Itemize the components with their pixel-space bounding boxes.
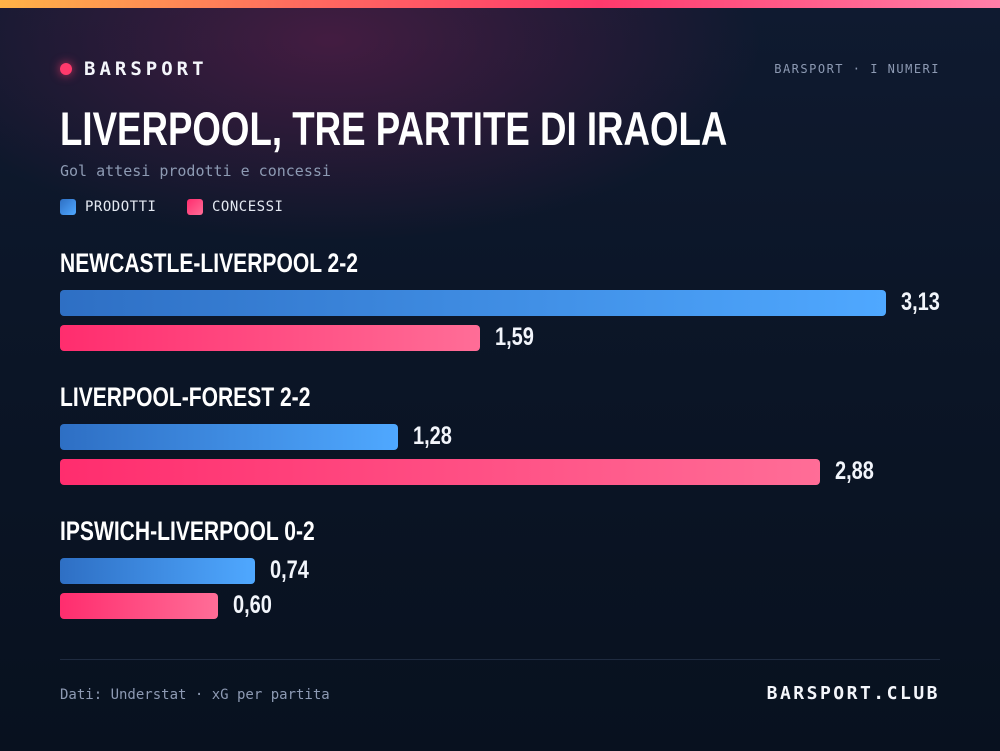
bar-chart: NEWCASTLE-LIVERPOOL 2-2 3,13 1,59 LIVERPOOL… xyxy=(60,240,940,640)
bar-concessi xyxy=(60,325,480,351)
bar-concessi xyxy=(60,593,218,619)
match-group: IPSWICH-LIVERPOOL 0-2 0,74 0,60 xyxy=(60,508,940,628)
bar-value-label-concessi: 2,88 xyxy=(835,457,874,485)
top-accent-strip xyxy=(0,0,1000,8)
bar-prodotti xyxy=(60,290,886,316)
brand-dot-icon xyxy=(60,63,72,75)
bar-value-label-concessi: 1,59 xyxy=(495,323,534,351)
source-note: Dati: Understat · xG per partita xyxy=(60,687,330,703)
match-group: LIVERPOOL-FOREST 2-2 1,28 2,88 xyxy=(60,374,940,494)
chart-title: LIVERPOOL, TRE PARTITE DI IRAOLA xyxy=(60,102,728,155)
header-kicker: BARSPORT · I NUMERI xyxy=(774,62,940,76)
bar-prodotti xyxy=(60,558,255,584)
brand-row: BARSPORT BARSPORT · I NUMERI xyxy=(60,58,940,80)
match-title: LIVERPOOL-FOREST 2-2 xyxy=(60,382,311,412)
bar-value-label-prodotti: 0,74 xyxy=(270,556,309,584)
footer-brand: BARSPORT.CLUB xyxy=(766,683,940,704)
bar-prodotti xyxy=(60,424,398,450)
bar-value-label-prodotti: 1,28 xyxy=(413,422,452,450)
bar-concessi xyxy=(60,459,820,485)
match-title: IPSWICH-LIVERPOOL 0-2 xyxy=(60,516,315,546)
brand-logo: BARSPORT xyxy=(84,58,208,80)
legend-label-prodotti: PRODOTTI xyxy=(85,199,157,215)
legend-label-concessi: CONCESSI xyxy=(212,199,284,215)
legend-swatch-concessi xyxy=(187,199,203,215)
footer-divider xyxy=(60,659,940,660)
chart-subtitle: Gol attesi prodotti e concessi xyxy=(60,162,331,180)
match-group: NEWCASTLE-LIVERPOOL 2-2 3,13 1,59 xyxy=(60,240,940,360)
bar-value-label-prodotti: 3,13 xyxy=(901,288,940,316)
legend-swatch-prodotti xyxy=(60,199,76,215)
bar-value-label-concessi: 0,60 xyxy=(233,591,272,619)
match-title: NEWCASTLE-LIVERPOOL 2-2 xyxy=(60,248,358,278)
